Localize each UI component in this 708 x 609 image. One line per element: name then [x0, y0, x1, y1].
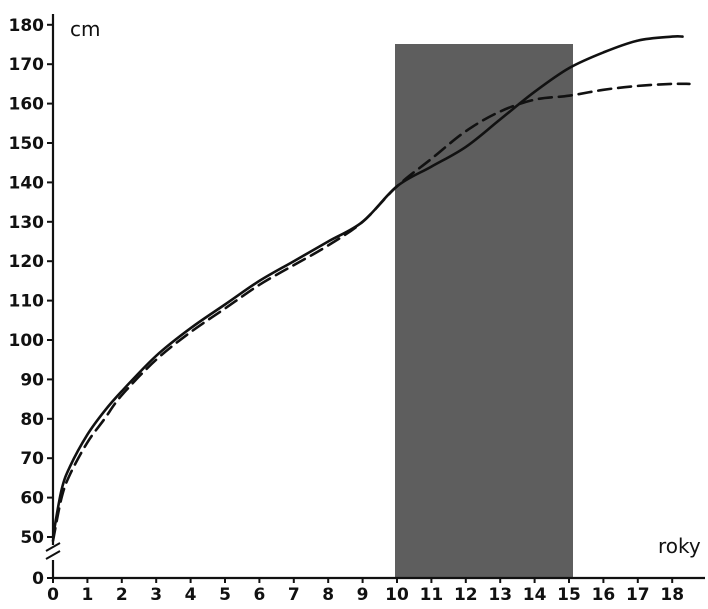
x-tick-label: 2 — [116, 585, 128, 605]
x-tick-label: 18 — [660, 585, 684, 605]
y-axis-label: cm — [70, 17, 100, 41]
x-tick-label: 9 — [357, 585, 369, 605]
y-tick-label: 80 — [20, 410, 44, 430]
x-tick-label: 1 — [81, 585, 93, 605]
y-tick-label: 170 — [9, 55, 45, 75]
y-tick-label: 110 — [9, 292, 45, 312]
y-tick-label: 180 — [9, 16, 45, 36]
y-tick-label: 120 — [9, 252, 45, 272]
series-line-dashed — [51, 82, 691, 543]
y-tick-label: 70 — [20, 449, 44, 469]
y-tick-label: 130 — [9, 213, 45, 233]
x-tick-label: 8 — [322, 585, 334, 605]
x-tick-label: 16 — [592, 585, 616, 605]
x-tick-label: 3 — [150, 585, 162, 605]
x-tick-label: 13 — [488, 585, 512, 605]
x-tick-label: 10 — [385, 585, 409, 605]
y-tick-label: 160 — [9, 95, 45, 115]
series-line-solid — [51, 35, 684, 539]
x-tick-label: 15 — [557, 585, 581, 605]
y-tick-label: 100 — [9, 331, 45, 351]
x-tick-label: 5 — [219, 585, 231, 605]
x-tick-label: 7 — [288, 585, 300, 605]
x-axis-label: roky — [658, 534, 701, 558]
y-tick-label: 0 — [32, 569, 44, 589]
x-tick-label: 0 — [47, 585, 59, 605]
axis-break-mark — [45, 542, 61, 552]
y-tick-label: 60 — [20, 489, 44, 509]
x-tick-label: 6 — [253, 585, 265, 605]
y-tick-label: 150 — [9, 134, 45, 154]
shaded-region — [395, 44, 573, 578]
x-tick-label: 11 — [420, 585, 444, 605]
y-tick-label: 50 — [20, 528, 44, 548]
axis-break-mark — [45, 550, 61, 560]
x-tick-label: 14 — [523, 585, 547, 605]
x-tick-label: 12 — [454, 585, 478, 605]
x-tick-label: 4 — [185, 585, 197, 605]
y-tick-label: 140 — [9, 173, 45, 193]
y-tick-label: 90 — [20, 370, 44, 390]
x-tick-label: 17 — [626, 585, 650, 605]
